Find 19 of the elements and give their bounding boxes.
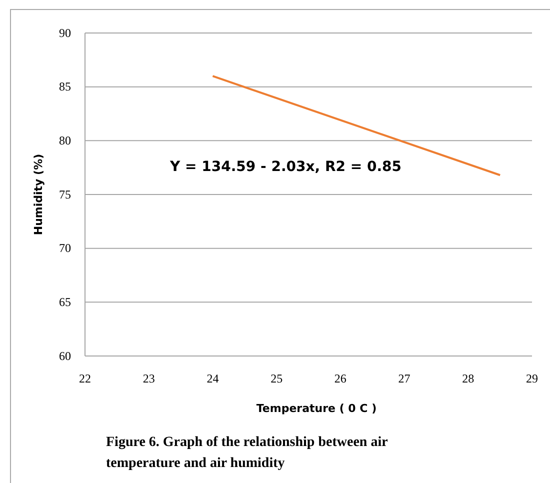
y-tick-label: 70 [59,241,71,256]
x-tick-label: 27 [398,372,410,386]
x-tick-label: 22 [79,372,91,386]
y-tick-label: 80 [59,134,71,148]
y-tick-label: 60 [59,348,71,363]
y-tick-label: 85 [59,80,71,94]
x-tick-label: 29 [526,372,538,386]
y-tick-label: 75 [59,187,71,202]
y-axis-title: Humidity (%) [32,154,45,236]
x-tick-label: 28 [462,372,474,386]
annotation: Y = 134.59 - 2.03x, R2 = 0.85 [169,159,402,175]
y-tick-label: 90 [59,26,71,40]
x-tick-label: 23 [142,372,155,386]
y-tick-label: 65 [59,295,71,310]
x-tick-label: 26 [334,372,346,386]
x-tick-label: 24 [206,372,219,386]
x-axis-title: Temperature ( 0 C ) [256,402,377,415]
x-tick-label: 25 [270,372,283,386]
caption: Figure 6. Graph of the relationship between air temperature and air humidity [106,435,388,471]
